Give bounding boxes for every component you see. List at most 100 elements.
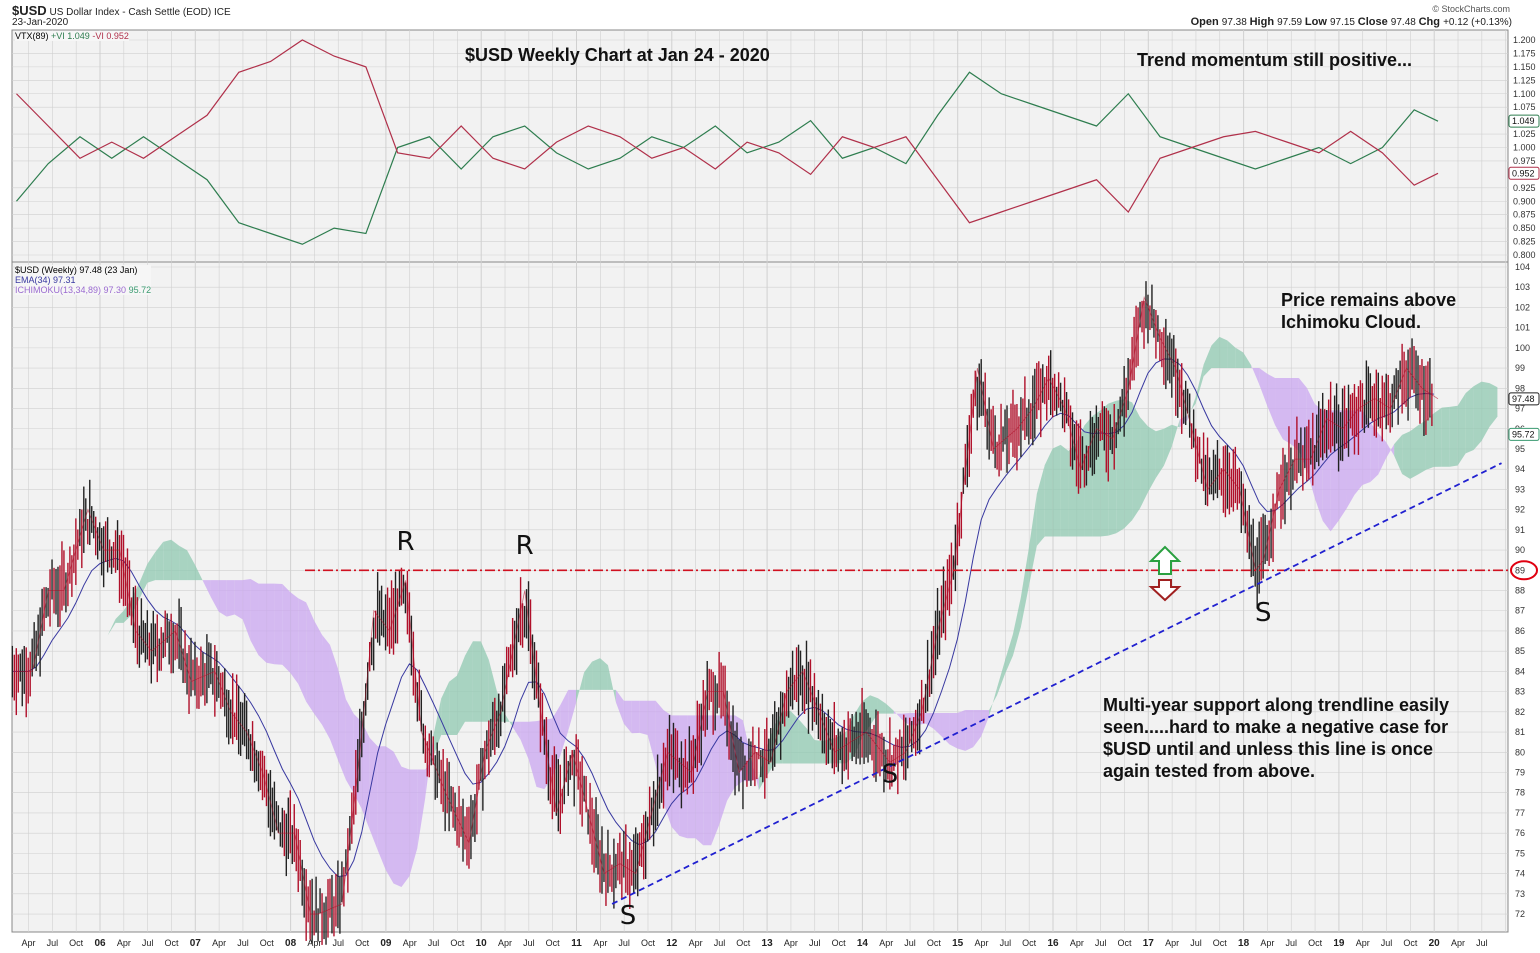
price-y-tick: 88 — [1515, 586, 1525, 596]
x-tick-label: Jul — [618, 938, 630, 948]
price-y-tick: 84 — [1515, 666, 1525, 676]
ichimoku-cloud-segment — [933, 713, 942, 737]
price-y-tick: 92 — [1515, 505, 1525, 515]
x-tick-label: Apr — [689, 938, 703, 948]
x-tick-label: Jul — [1381, 938, 1393, 948]
ohlc-key: High — [1249, 16, 1278, 28]
ichimoku-cloud-segment — [274, 583, 283, 665]
x-tick-label: Oct — [546, 938, 561, 948]
ichimoku-cloud-segment — [377, 746, 386, 870]
ohlc-key: Low — [1304, 16, 1330, 28]
x-tick-label: Apr — [975, 938, 989, 948]
ichimoku-cloud-segment — [1084, 415, 1093, 537]
ichimoku-cloud-segment — [179, 545, 188, 581]
x-tick-label: Jul — [428, 938, 440, 948]
price-y-tick: 77 — [1515, 808, 1525, 818]
ohlc-value: +0.12 (+0.13%) — [1443, 17, 1512, 28]
minus-vi-last: 0.952 — [1512, 168, 1535, 178]
arrow-up-icon — [1148, 545, 1182, 575]
x-tick-label: Apr — [593, 938, 607, 948]
ichimoku-cloud-segment — [329, 644, 338, 760]
x-tick-label: Apr — [784, 938, 798, 948]
price-y-tick: 79 — [1515, 768, 1525, 778]
price-y-tick: 97 — [1515, 404, 1525, 414]
ichimoku-cloud-segment — [393, 751, 402, 887]
ichimoku-cloud-segment — [965, 709, 974, 751]
price-y-tick: 99 — [1515, 363, 1525, 373]
ohlc-readout: Open 97.38 High 97.59 Low 97.15 Close 97… — [1191, 16, 1512, 28]
price-line — [16, 295, 1439, 915]
x-tick-label: Oct — [927, 938, 942, 948]
ichimoku-cloud-segment — [1473, 381, 1482, 450]
ichimoku-cloud-segment — [631, 700, 640, 734]
ichimoku-cloud-segment — [171, 539, 180, 581]
price-y-tick: 102 — [1515, 302, 1530, 312]
ichimoku-cloud-segment — [568, 689, 577, 731]
support-note-line: Multi-year support along trendline easil… — [1103, 695, 1450, 715]
ichimoku-cloud-segment — [441, 681, 450, 735]
ichimoku-cloud-segment — [1441, 406, 1450, 467]
price-y-tick: 75 — [1515, 848, 1525, 858]
ichimoku-cloud-segment — [1227, 340, 1236, 369]
ichimoku-cloud-segment — [703, 715, 712, 846]
x-tick-label: 12 — [666, 938, 678, 949]
x-tick-label: Jul — [1000, 938, 1012, 948]
ichimoku-cloud-segment — [885, 703, 894, 714]
support-note-line: seen.....hard to make a negative case fo… — [1103, 717, 1449, 737]
ichimoku-cloud-segment — [520, 721, 529, 760]
price-y-tick: 81 — [1515, 727, 1525, 737]
vtx-y-tick: 0.875 — [1513, 210, 1536, 220]
ichimoku-cloud-segment — [1171, 419, 1180, 447]
x-tick-label: 20 — [1429, 938, 1441, 949]
ichimoku-cloud-segment — [1044, 448, 1053, 537]
ichimoku-cloud-segment — [1457, 393, 1466, 466]
ichimoku-cloud-segment — [504, 713, 513, 727]
x-tick-label: Apr — [1356, 938, 1370, 948]
ichimoku-cloud-segment — [528, 721, 537, 787]
x-tick-label: Apr — [1260, 938, 1274, 948]
ichimoku-cloud-segment — [369, 737, 378, 850]
cloud-last-box — [1508, 427, 1540, 441]
x-tick-label: Oct — [1117, 938, 1132, 948]
support-note-line: again tested from above. — [1103, 761, 1316, 781]
price-y-tick: 85 — [1515, 646, 1525, 656]
ichimoku-cloud-segment — [1481, 381, 1490, 442]
price-y-tick: 94 — [1515, 464, 1525, 474]
support-mark: S — [1255, 598, 1272, 628]
price-y-tick: 78 — [1515, 788, 1525, 798]
ichimoku-cloud-segment — [266, 583, 275, 665]
arrow-down-icon — [1148, 579, 1182, 602]
vtx-y-tick: 1.025 — [1513, 129, 1536, 139]
price-y-tick: 73 — [1515, 889, 1525, 899]
ichimoku-cloud-segment — [457, 655, 465, 735]
price-y-tick: 89 — [1515, 565, 1525, 575]
price-y-tick: 82 — [1515, 707, 1525, 717]
ichimoku-cloud-segment — [163, 539, 172, 581]
resistance-mark: R — [516, 531, 534, 561]
ichimoku-cloud-segment — [989, 687, 998, 716]
x-tick-label: Oct — [69, 938, 84, 948]
ichimoku-cloud-segment — [282, 584, 291, 673]
resistance-circle — [1510, 560, 1538, 581]
ichimoku-cloud-segment — [187, 550, 195, 581]
ichimoku-cloud-segment — [1275, 378, 1283, 440]
plus-vi-last: 1.049 — [1512, 116, 1535, 126]
x-tick-label: 14 — [857, 938, 869, 949]
price-y-tick: 104 — [1515, 262, 1530, 272]
ichimoku-cloud-segment — [1417, 420, 1426, 475]
vtx-y-tick: 0.975 — [1513, 156, 1536, 166]
ohlc-value: 97.48 — [1390, 17, 1419, 28]
ichimoku-cloud-segment — [234, 580, 243, 620]
x-tick-label: Apr — [879, 938, 893, 948]
ichimoku-cloud-segment — [1020, 548, 1029, 627]
ichimoku-cloud-segment — [107, 618, 116, 636]
ichimoku-cloud-segment — [1394, 434, 1403, 474]
momentum-note: Trend momentum still positive... — [1137, 50, 1413, 70]
vtx-y-tick: 1.150 — [1513, 62, 1536, 72]
vtx-y-tick: 0.925 — [1513, 183, 1536, 193]
x-tick-label: Jul — [809, 938, 821, 948]
vtx-name: VTX(89) — [15, 31, 49, 41]
price-y-tick: 72 — [1515, 909, 1525, 919]
ichimoku-cloud-segment — [981, 709, 990, 737]
cloud-last: 95.72 — [1512, 429, 1535, 439]
